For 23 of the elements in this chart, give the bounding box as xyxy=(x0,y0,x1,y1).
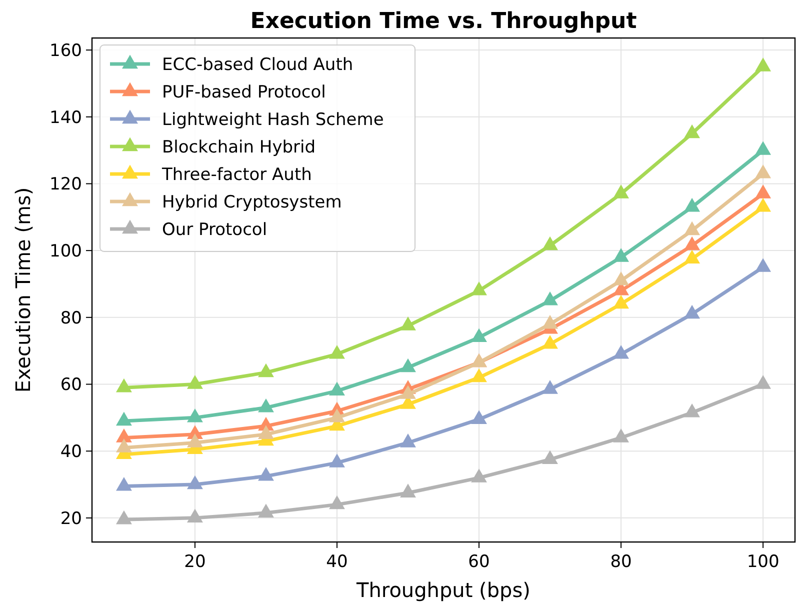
legend-label: PUF-based Protocol xyxy=(162,82,326,102)
legend-label: Three-factor Auth xyxy=(161,165,312,185)
x-axis-title: Throughput (bps) xyxy=(356,578,530,602)
legend-label: ECC-based Cloud Auth xyxy=(162,55,354,75)
legend-label: Lightweight Hash Scheme xyxy=(162,110,384,130)
x-tick-label: 20 xyxy=(184,552,206,572)
x-tick-label: 80 xyxy=(610,552,632,572)
y-tick-label: 20 xyxy=(60,508,82,529)
x-tick-label: 60 xyxy=(468,552,490,572)
legend-label: Blockchain Hybrid xyxy=(162,138,316,158)
x-tick-label: 40 xyxy=(326,552,348,572)
y-tick-label: 160 xyxy=(50,41,82,62)
y-tick-label: 60 xyxy=(60,375,82,396)
y-tick-label: 80 xyxy=(60,308,82,328)
chart-title: Execution Time vs. Throughput xyxy=(250,9,638,34)
x-tick-label: 100 xyxy=(746,552,780,572)
y-tick-label: 140 xyxy=(50,108,82,128)
y-tick-label: 120 xyxy=(50,174,82,195)
y-tick-label: 100 xyxy=(50,242,82,262)
legend-label: Hybrid Cryptosystem xyxy=(162,192,342,212)
y-axis-title: Execution Time (ms) xyxy=(11,187,35,393)
y-tick-label: 40 xyxy=(60,442,82,462)
legend-label: Our Protocol xyxy=(162,220,268,240)
